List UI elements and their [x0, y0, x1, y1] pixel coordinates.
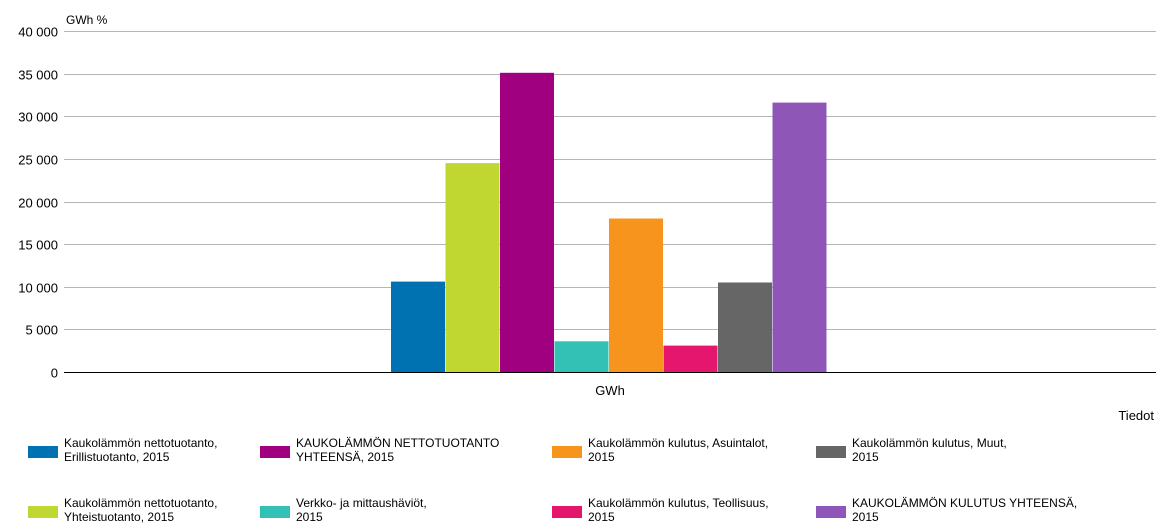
legend-item[interactable]: Kaukolämmön nettotuotanto, Erillistuotan…: [28, 436, 217, 464]
legend-item[interactable]: Verkko- ja mittaushäviöt, 2015: [260, 496, 427, 524]
legend-label: Kaukolämmön nettotuotanto, Erillistuotan…: [64, 436, 217, 464]
legend-swatch: [260, 446, 290, 458]
legend-item[interactable]: Kaukolämmön nettotuotanto, Yhteistuotant…: [28, 496, 217, 524]
legend-swatch: [260, 506, 290, 518]
legend-label: KAUKOLÄMMÖN NETTOTUOTANTO YHTEENSÄ, 2015: [296, 436, 499, 464]
legend-item[interactable]: Kaukolämmön kulutus, Teollisuus, 2015: [552, 496, 769, 524]
legend-swatch: [28, 446, 58, 458]
legend-swatch: [552, 446, 582, 458]
legend-label: KAUKOLÄMMÖN KULUTUS YHTEENSÄ, 2015: [852, 496, 1077, 524]
legend-item[interactable]: Kaukolämmön kulutus, Muut, 2015: [816, 436, 1007, 464]
legend-swatch: [816, 446, 846, 458]
legend-item[interactable]: KAUKOLÄMMÖN NETTOTUOTANTO YHTEENSÄ, 2015: [260, 436, 499, 464]
legend-swatch: [28, 506, 58, 518]
legend-item[interactable]: KAUKOLÄMMÖN KULUTUS YHTEENSÄ, 2015: [816, 496, 1077, 524]
legend-swatch: [816, 506, 846, 518]
legend-label: Kaukolämmön kulutus, Asuintalot, 2015: [588, 436, 768, 464]
legend-label: Kaukolämmön kulutus, Teollisuus, 2015: [588, 496, 769, 524]
legend-swatch: [552, 506, 582, 518]
legend-label: Verkko- ja mittaushäviöt, 2015: [296, 496, 427, 524]
legend-label: Kaukolämmön nettotuotanto, Yhteistuotant…: [64, 496, 217, 524]
legend-item[interactable]: Kaukolämmön kulutus, Asuintalot, 2015: [552, 436, 768, 464]
legend-label: Kaukolämmön kulutus, Muut, 2015: [852, 436, 1007, 464]
